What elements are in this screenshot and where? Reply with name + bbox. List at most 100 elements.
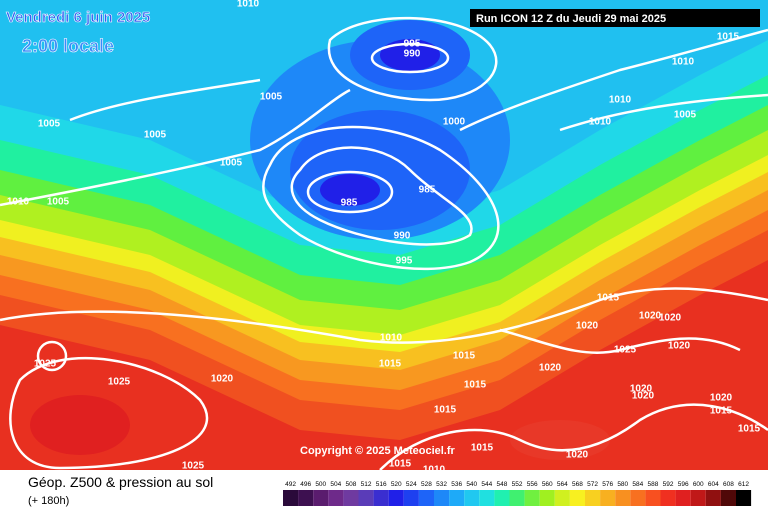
colorbar-tick-label: 496	[300, 481, 311, 488]
colorbar-tick-label: 600	[693, 481, 704, 488]
colorbar-swatch	[373, 490, 389, 506]
colorbar-swatch	[539, 490, 555, 506]
colorbar-swatch	[705, 490, 721, 506]
colorbar-swatch	[600, 490, 616, 506]
isobar-label: 1025	[614, 345, 637, 356]
colorbar-swatch	[328, 490, 344, 506]
colorbar-tick-label: 580	[617, 481, 628, 488]
isobar-label: 1025	[108, 377, 131, 388]
colorbar-tick-label: 516	[376, 481, 387, 488]
isobar-label: 985	[419, 185, 436, 196]
colorbar-swatch	[418, 490, 434, 506]
isobar-label: 995	[396, 256, 413, 267]
colorbar-swatch	[585, 490, 601, 506]
legend-subtitle: (+ 180h)	[28, 495, 69, 507]
isobar-label: 1015	[738, 424, 761, 435]
colorbar-swatch	[479, 490, 495, 506]
isobar-label: 1005	[38, 119, 61, 130]
isobar-label: 1000	[443, 117, 466, 128]
legend-title: Géop. Z500 & pression au sol	[28, 474, 213, 490]
isobar-label: 1020	[566, 450, 589, 461]
colorbar-swatch	[645, 490, 661, 506]
colorbar-tick-label: 612	[738, 481, 749, 488]
colorbar-tick-label: 528	[421, 481, 432, 488]
isobar-label: 1010	[672, 57, 695, 68]
geopotential-field	[0, 0, 768, 460]
isobar-label: 1010	[237, 0, 260, 10]
colorbar-tick-label: 540	[466, 481, 477, 488]
colorbar-tick-label: 532	[436, 481, 447, 488]
isobar-label: 1015	[717, 32, 740, 43]
colorbar-tick-label: 608	[723, 481, 734, 488]
isobar-label: 1020	[639, 311, 662, 322]
isobar-label: 1020	[576, 321, 599, 332]
colorbar-swatch	[524, 490, 540, 506]
isobar-label: 1015	[453, 351, 476, 362]
colorbar-swatch	[554, 490, 570, 506]
isobar-label: 1020	[211, 374, 234, 385]
local-time: 2:00 locale	[22, 36, 114, 56]
isobar-label: 1020	[710, 393, 733, 404]
colorbar-swatch	[736, 490, 752, 506]
colorbar-swatch	[720, 490, 736, 506]
colorbar-swatch	[388, 490, 404, 506]
colorbar-tick-label: 588	[648, 481, 659, 488]
colorbar-tick-label: 560	[542, 481, 553, 488]
isobar-label: 1025	[182, 461, 205, 472]
colorbar-swatch	[343, 490, 359, 506]
colorbar-tick-label: 592	[663, 481, 674, 488]
colorbar-swatch	[494, 490, 510, 506]
colorbar-swatch	[434, 490, 450, 506]
isobar-label: 990	[394, 231, 411, 242]
colorbar-swatch	[660, 490, 676, 506]
isobar-labels: 1010 1015 995 990 1010 1005 1010 1005 1000 1005 10…	[7, 0, 761, 476]
colorbar-tick-label: 500	[315, 481, 326, 488]
isobar-label: 1010	[609, 95, 632, 106]
isobar-label: 1005	[220, 158, 243, 169]
low-core	[380, 39, 440, 71]
colorbar-swatch	[690, 490, 706, 506]
colorbar-swatch	[569, 490, 585, 506]
colorbar-tick-label: 548	[497, 481, 508, 488]
isobar-label: 1020	[539, 363, 562, 374]
isobar-label: 1015	[434, 405, 457, 416]
colorbar-swatch	[403, 490, 419, 506]
isobar-label: 1015	[389, 459, 412, 470]
colorbar: 492 496 500 504 508 512 516 520 524 528 532 536 540 5…	[283, 481, 752, 506]
low-core	[320, 174, 380, 206]
isobar-label: 1015	[464, 380, 487, 391]
colorbar-swatch	[615, 490, 631, 506]
colorbar-swatch	[298, 490, 314, 506]
isobar-label: 1015	[710, 406, 733, 417]
isobar-label: 1020	[668, 341, 691, 352]
colorbar-swatch	[509, 490, 525, 506]
colorbar-swatch	[464, 490, 480, 506]
colorbar-swatch	[630, 490, 646, 506]
colorbar-tick-label: 536	[451, 481, 462, 488]
colorbar-tick-label: 492	[285, 481, 296, 488]
isobar-label: 1005	[260, 92, 283, 103]
isobar-label: 1010	[589, 117, 612, 128]
isobar-label: 1010	[7, 197, 30, 208]
isobar-label: 985	[341, 198, 358, 209]
colorbar-tick-label: 524	[406, 481, 417, 488]
date: Vendredi 6 juin 2025	[6, 9, 150, 26]
isobar-label: 995	[404, 39, 421, 50]
colorbar-tick-label: 544	[481, 481, 492, 488]
colorbar-swatch	[313, 490, 329, 506]
isobars	[0, 16, 768, 471]
copyright: Copyright © 2025 Meteociel.fr	[300, 445, 456, 457]
isobar-label: 1020	[632, 391, 655, 402]
colorbar-tick-label: 584	[632, 481, 643, 488]
run-info: Run ICON 12 Z du Jeudi 29 mai 2025	[476, 13, 666, 25]
colorbar-tick-label: 552	[512, 481, 523, 488]
isobar-label: 1025	[34, 359, 57, 370]
colorbar-tick-label: 508	[346, 481, 357, 488]
isobar-label: 1015	[379, 359, 402, 370]
colorbar-tick-label: 604	[708, 481, 719, 488]
isobar-label: 1005	[674, 110, 697, 121]
isobar-label: 1010	[380, 333, 403, 344]
isobar-label: 1005	[144, 130, 167, 141]
high-core	[510, 420, 610, 460]
